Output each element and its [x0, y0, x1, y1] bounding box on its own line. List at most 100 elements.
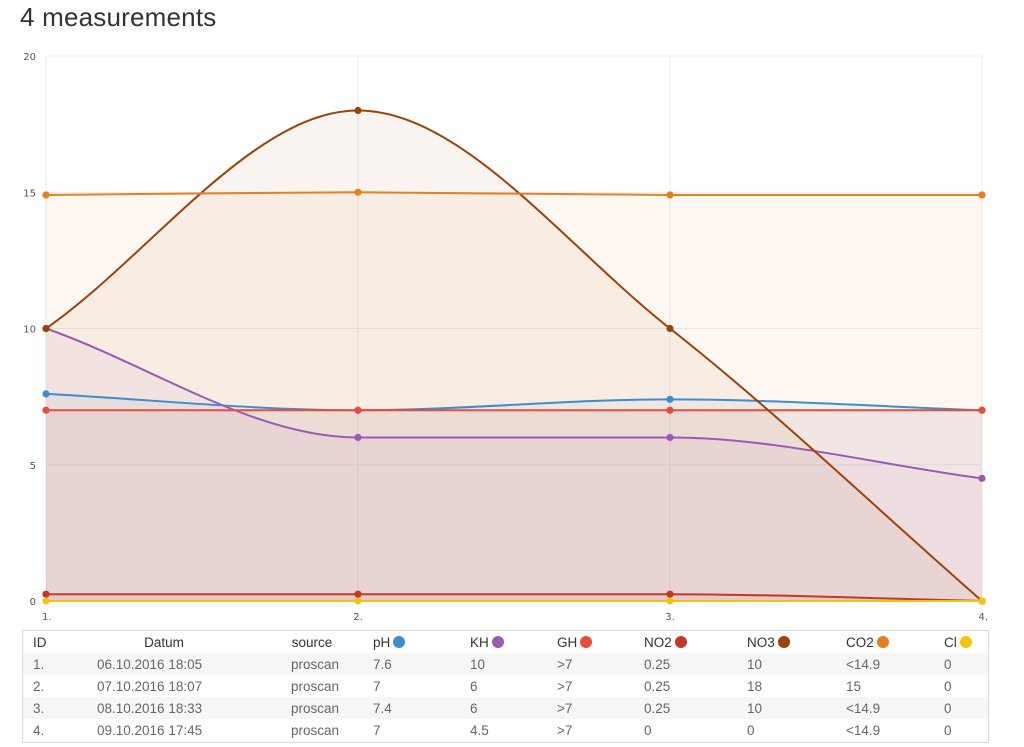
measurements-table: ID Datum source pH KH GH NO2 NO3 CO2 Cl … — [22, 630, 989, 743]
col-header-co2: CO2 — [836, 631, 934, 653]
col-header-no2: NO2 — [634, 631, 737, 653]
data-point-gh[interactable] — [42, 406, 50, 414]
cell-id: 4. — [33, 722, 45, 738]
cell-ph: 7.6 — [373, 656, 392, 672]
col-header-gh-label: GH — [557, 634, 578, 650]
data-point-no2[interactable] — [354, 590, 362, 598]
cell-ph: 7.4 — [373, 700, 392, 716]
cell-ph: 7 — [373, 722, 381, 738]
x-tick-label: 1. — [42, 612, 52, 623]
col-header-gh: GH — [547, 631, 634, 653]
data-point-co2[interactable] — [354, 188, 362, 196]
cell-kh: 6 — [470, 700, 478, 716]
data-point-co2[interactable] — [978, 191, 986, 199]
data-point-cl[interactable] — [666, 597, 674, 605]
col-header-cl: Cl — [934, 631, 988, 653]
cell-cl: 0 — [944, 678, 952, 694]
cell-id: 3. — [33, 700, 45, 716]
series-line-co2 — [45, 191, 982, 196]
cell-kh: 10 — [470, 656, 486, 672]
data-point-cl[interactable] — [978, 597, 986, 605]
cell-id: 2. — [33, 678, 45, 694]
data-point-cl[interactable] — [354, 597, 362, 605]
series-line-no3 — [45, 109, 983, 602]
co2-legend-dot — [876, 635, 889, 648]
series-areas — [46, 110, 982, 601]
table-row: 1. 06.10.2016 18:05 proscan 7.6 10 >7 0.… — [23, 653, 988, 675]
data-point-ph[interactable] — [42, 390, 50, 398]
data-point-no2[interactable] — [666, 590, 674, 598]
col-header-no3: NO3 — [737, 631, 836, 653]
cell-source: proscan — [291, 656, 340, 672]
data-point-gh[interactable] — [978, 406, 986, 414]
y-tick-label: 0 — [30, 597, 36, 608]
series-area-gh — [46, 410, 982, 601]
cell-datum: 07.10.2016 18:07 — [97, 678, 203, 694]
data-point-kh[interactable] — [354, 433, 362, 442]
data-point-cl[interactable] — [42, 597, 50, 605]
no2-legend-dot — [674, 635, 687, 648]
cell-co2: 15 — [846, 678, 862, 694]
data-point-no3[interactable] — [42, 324, 50, 333]
data-point-ph[interactable] — [666, 395, 674, 403]
measurements-chart: 0 5 10 15 20 1. 2. 3. 4. — [23, 52, 988, 623]
series-cl — [42, 597, 986, 605]
series-gh — [42, 406, 986, 414]
col-header-source: source — [291, 634, 333, 650]
y-tick-label: 20 — [23, 52, 36, 63]
col-header-cl-label: Cl — [944, 634, 957, 650]
col-header-co2-label: CO2 — [846, 634, 874, 650]
cell-source: proscan — [291, 700, 340, 716]
ph-legend-dot — [393, 635, 406, 648]
data-point-gh[interactable] — [354, 406, 362, 414]
data-point-co2[interactable] — [42, 191, 50, 199]
cell-co2: <14.9 — [846, 722, 881, 738]
cell-no2: 0 — [644, 722, 652, 738]
cell-kh: 6 — [470, 678, 478, 694]
series-area-kh — [46, 328, 982, 601]
series-line-ph — [45, 392, 983, 412]
series-area-ph — [46, 393, 982, 601]
col-header-kh: KH — [460, 631, 547, 653]
cell-gh: >7 — [557, 700, 573, 716]
col-header-kh-label: KH — [470, 634, 489, 650]
series-area-co2 — [46, 192, 982, 601]
series-line-kh — [45, 327, 983, 480]
data-point-co2[interactable] — [666, 191, 674, 199]
gh-legend-dot — [580, 635, 593, 648]
col-header-id: ID — [33, 634, 47, 650]
data-point-no3[interactable] — [354, 106, 362, 115]
cell-source: proscan — [291, 722, 340, 738]
data-point-kh[interactable] — [978, 474, 986, 482]
cell-datum: 08.10.2016 18:33 — [97, 700, 203, 716]
col-header-datum: Datum — [144, 634, 184, 650]
y-tick-label: 10 — [23, 325, 36, 336]
cell-no2: 0.25 — [644, 656, 671, 672]
cell-no3: 10 — [747, 656, 763, 672]
cell-no2: 0.25 — [644, 700, 671, 716]
cell-no3: 0 — [747, 722, 755, 738]
y-tick-label: 5 — [30, 461, 36, 472]
data-point-kh[interactable] — [666, 433, 674, 442]
x-tick-label: 4. — [978, 612, 988, 623]
x-tick-label: 2. — [353, 612, 363, 623]
cell-datum: 06.10.2016 18:05 — [97, 656, 203, 672]
table-row: 3. 08.10.2016 18:33 proscan 7.4 6 >7 0.2… — [23, 697, 988, 719]
data-point-no3[interactable] — [666, 324, 674, 333]
data-point-gh[interactable] — [666, 406, 674, 414]
cell-datum: 09.10.2016 17:45 — [97, 722, 203, 738]
cell-gh: >7 — [557, 678, 573, 694]
cell-no2: 0.25 — [644, 678, 671, 694]
cell-source: proscan — [291, 678, 340, 694]
cell-no3: 10 — [747, 700, 763, 716]
table-row: 4. 09.10.2016 17:45 proscan 7 4.5 >7 0 0… — [23, 719, 988, 741]
table-row: 2. 07.10.2016 18:07 proscan 7 6 >7 0.25 … — [23, 675, 988, 697]
x-tick-label: 3. — [665, 612, 675, 623]
col-header-ph-label: pH — [373, 634, 391, 650]
data-point-no2[interactable] — [42, 590, 50, 598]
series-co2 — [42, 188, 986, 199]
cell-kh: 4.5 — [470, 722, 489, 738]
cell-ph: 7 — [373, 678, 381, 694]
cell-cl: 0 — [944, 656, 952, 672]
series-area-no3 — [46, 110, 982, 601]
